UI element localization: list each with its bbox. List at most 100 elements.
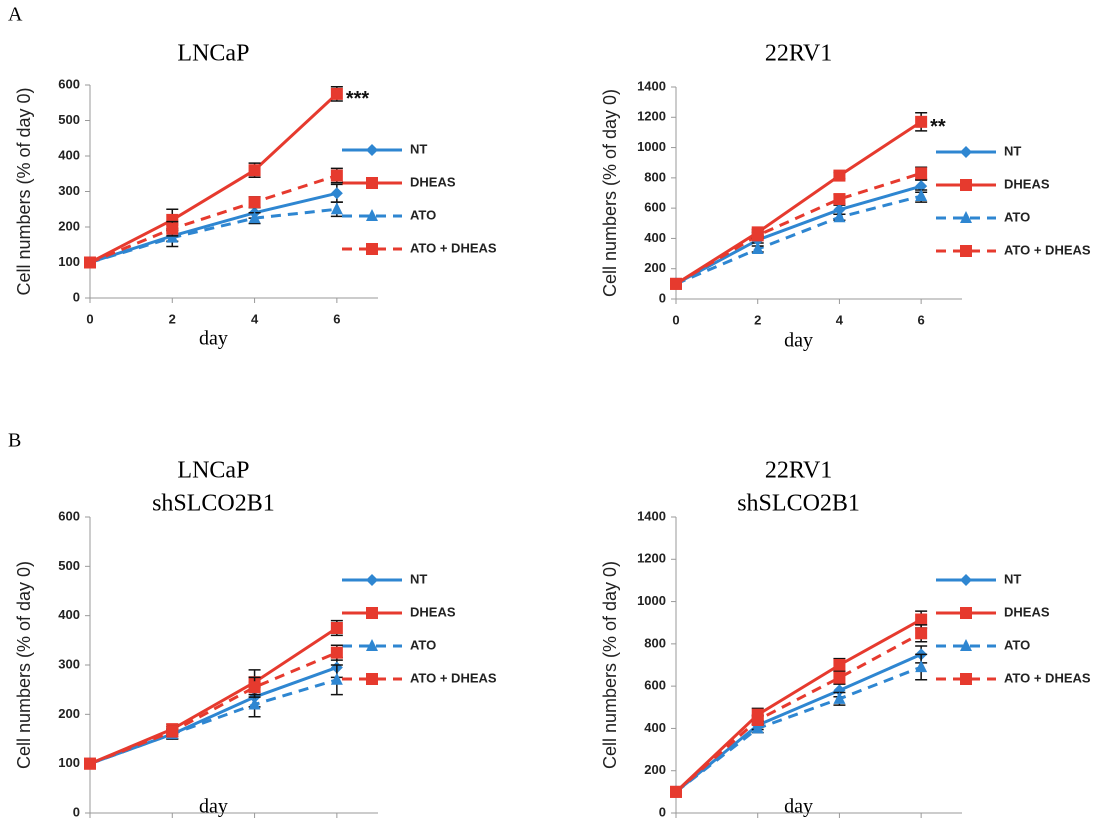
legend-marker	[366, 177, 378, 189]
series-line	[89, 207, 338, 264]
data-point	[751, 721, 764, 734]
y-tick-label: 600	[58, 76, 80, 91]
legend-label: ATO + DHEAS	[410, 240, 497, 255]
y-tick-label: 300	[58, 183, 80, 198]
x-tick-label: 2	[754, 312, 761, 327]
x-axis-label: day	[199, 328, 228, 350]
y-tick-label: 300	[58, 656, 80, 671]
legend-marker	[960, 639, 972, 651]
y-tick-label: 400	[58, 147, 80, 162]
series-line	[89, 651, 338, 766]
series-line	[675, 194, 922, 286]
data-point	[248, 681, 261, 694]
y-tick-label: 800	[644, 169, 666, 184]
data-point	[833, 203, 846, 216]
legend-marker	[366, 673, 378, 685]
data-point	[84, 256, 96, 269]
y-tick-label: 1400	[637, 508, 666, 523]
series-line	[89, 92, 338, 264]
data-point	[833, 169, 846, 182]
data-point	[915, 627, 928, 640]
x-tick-label: 0	[672, 312, 679, 327]
data-point	[248, 164, 261, 177]
x-tick-label: 6	[333, 311, 340, 326]
data-point	[330, 187, 343, 200]
y-tick-label: 500	[58, 558, 80, 573]
data-point	[915, 115, 928, 128]
legend-label: ATO + DHEAS	[1004, 670, 1091, 685]
data-point	[915, 180, 928, 193]
legend-label: ATO + DHEAS	[410, 670, 497, 685]
legend-label: ATO	[1004, 209, 1030, 224]
series-line	[675, 120, 922, 286]
y-tick-label: 0	[73, 804, 80, 819]
y-tick-label: 400	[644, 230, 666, 245]
legend-marker	[960, 607, 972, 619]
data-point	[248, 196, 261, 209]
y-tick-label: 1200	[637, 109, 666, 124]
y-tick-label: 1000	[637, 593, 666, 608]
panel-label: B	[8, 430, 21, 452]
y-tick-label: 600	[644, 678, 666, 693]
y-tick-label: 0	[659, 804, 666, 819]
legend-marker	[366, 607, 378, 619]
significance-label: ***	[346, 88, 370, 110]
legend-label: NT	[410, 141, 427, 156]
data-point	[833, 210, 846, 223]
y-axis-label: Cell numbers (% of day 0)	[14, 561, 34, 769]
chart-title: shSLCO2B1	[152, 491, 275, 517]
x-axis-label: day	[784, 330, 813, 352]
legend-marker	[960, 245, 972, 257]
series-line	[89, 626, 338, 766]
data-point	[833, 691, 846, 704]
y-tick-label: 600	[644, 200, 666, 215]
y-tick-label: 1000	[637, 139, 666, 154]
chart-title: LNCaP	[177, 41, 249, 67]
legend-marker	[960, 673, 972, 685]
y-tick-label: 0	[659, 290, 666, 305]
x-tick-label: 2	[169, 311, 176, 326]
y-tick-label: 100	[58, 254, 80, 269]
series-line	[674, 618, 922, 793]
x-axis-label: day	[784, 796, 813, 818]
significance-label: **	[930, 116, 946, 138]
data-point	[248, 211, 261, 224]
data-point	[330, 169, 343, 182]
x-tick-label: 4	[251, 311, 259, 326]
y-tick-label: 600	[58, 508, 80, 523]
data-point	[670, 277, 682, 290]
chart-title: 22RV1	[765, 458, 832, 484]
x-tick-label: 4	[836, 312, 844, 327]
legend-marker	[366, 243, 378, 255]
y-tick-label: 400	[58, 607, 80, 622]
series-line	[89, 678, 338, 766]
legend-marker	[960, 179, 972, 191]
chart-title: 22RV1	[765, 41, 832, 67]
x-axis-label: day	[199, 796, 228, 818]
y-tick-label: 200	[58, 218, 80, 233]
legend-label: ATO	[410, 207, 436, 222]
data-point	[84, 757, 96, 770]
y-tick-label: 0	[73, 289, 80, 304]
x-tick-label: 0	[86, 311, 93, 326]
data-point	[330, 672, 343, 685]
data-point	[166, 222, 179, 235]
series-line	[675, 631, 922, 793]
data-point	[833, 659, 846, 671]
legend-label: NT	[410, 571, 427, 586]
legend-label: DHEAS	[1004, 176, 1050, 191]
legend-marker	[366, 574, 378, 586]
legend-label: NT	[1004, 143, 1021, 158]
y-axis-label: Cell numbers (% of day 0)	[600, 561, 620, 769]
y-axis-label: Cell numbers (% of day 0)	[600, 89, 620, 297]
y-tick-label: 800	[644, 635, 666, 650]
series-line	[675, 171, 922, 286]
legend-marker	[366, 209, 378, 221]
data-point	[833, 193, 846, 206]
legend-label: DHEAS	[410, 604, 456, 619]
data-point	[915, 189, 928, 202]
data-point	[915, 613, 928, 626]
data-point	[670, 785, 682, 798]
data-point	[166, 725, 179, 738]
